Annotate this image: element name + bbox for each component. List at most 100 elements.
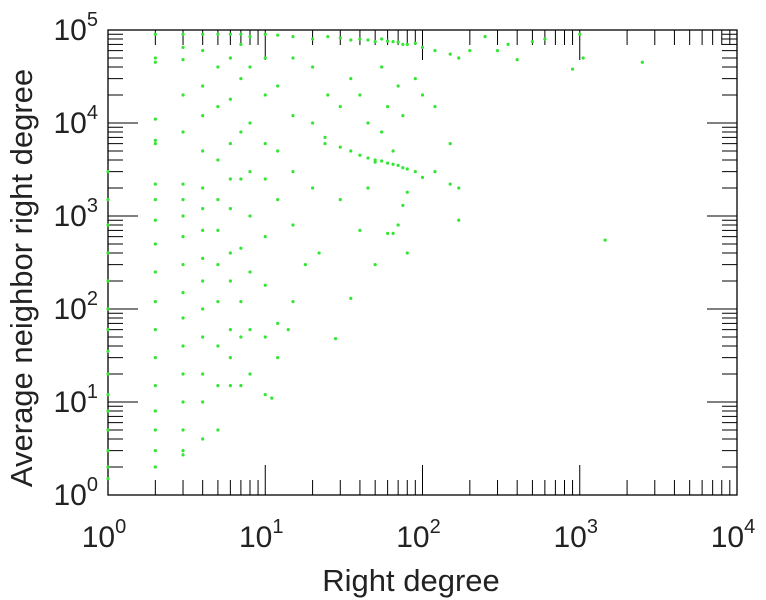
data-point [263, 393, 267, 397]
data-point [457, 218, 461, 222]
data-point [153, 409, 157, 413]
data-point [153, 142, 157, 146]
data-point [153, 465, 157, 469]
data-point [380, 159, 384, 163]
data-point [286, 328, 290, 332]
data-point [201, 49, 205, 53]
data-point [310, 65, 315, 69]
data-point [201, 437, 205, 441]
data-point [239, 32, 243, 36]
data-point [291, 56, 295, 60]
data-point [578, 32, 582, 36]
data-point [228, 328, 232, 332]
data-point [201, 279, 205, 283]
data-point [106, 223, 110, 227]
data-point [405, 251, 409, 255]
data-point [181, 32, 185, 36]
data-point [506, 42, 510, 47]
data-point [483, 34, 487, 39]
data-point [153, 449, 157, 453]
data-point [468, 49, 472, 53]
y-tick-label: 104 [54, 102, 99, 140]
data-point [366, 38, 370, 42]
major-ticks [107, 29, 738, 496]
data-point [405, 190, 409, 194]
x-tick-label: 104 [711, 516, 756, 554]
data-point [358, 37, 362, 41]
data-point [420, 175, 425, 180]
data-point [433, 105, 437, 109]
data-point [201, 149, 205, 153]
x-tick-labels: 100 101 102 103 104 [82, 516, 756, 554]
data-point [326, 34, 330, 39]
minor-ticks [108, 30, 737, 495]
data-point [543, 37, 547, 41]
data-point [181, 344, 185, 348]
data-point [263, 283, 267, 287]
data-point [201, 114, 205, 118]
data-point [106, 307, 110, 311]
data-point [153, 182, 157, 186]
data-point [276, 84, 280, 88]
data-point [391, 162, 395, 166]
data-point [216, 344, 220, 348]
data-point [201, 186, 205, 190]
data-point [358, 228, 362, 233]
data-point [326, 93, 330, 97]
data-point [228, 56, 232, 60]
y-tick-label: 101 [54, 381, 99, 419]
data-point [181, 130, 185, 134]
data-point [181, 291, 185, 295]
data-point [106, 170, 110, 174]
data-point [263, 56, 267, 60]
data-point [366, 156, 370, 160]
data-point [106, 349, 110, 354]
data-point [263, 32, 267, 36]
data-point [248, 65, 252, 69]
data-point [201, 32, 205, 36]
data-point [270, 396, 274, 400]
data-point [228, 32, 232, 36]
plot-frame [107, 29, 738, 496]
data-point [228, 177, 232, 181]
data-point [201, 372, 205, 376]
data-point [216, 32, 220, 36]
data-point [181, 372, 185, 376]
data-point [106, 198, 110, 202]
data-point [216, 105, 220, 109]
data-point [248, 34, 252, 39]
x-tick-label: 102 [396, 516, 441, 554]
data-point [276, 33, 280, 37]
data-point [276, 149, 280, 153]
data-point [373, 263, 377, 267]
data-point [181, 449, 185, 453]
y-tick-labels: 100 101 102 103 104 105 [54, 9, 99, 512]
data-point [216, 65, 220, 69]
data-point [181, 214, 185, 218]
data-point [448, 142, 452, 146]
data-point [201, 335, 205, 339]
data-point [228, 142, 232, 146]
data-point [276, 356, 280, 360]
data-point [201, 228, 205, 233]
data-point [317, 251, 321, 255]
data-point [228, 384, 232, 388]
data-point [106, 477, 110, 481]
data-point [216, 428, 220, 432]
data-point [413, 170, 417, 174]
data-point [153, 270, 157, 274]
data-point [386, 39, 390, 43]
data-point [181, 58, 185, 62]
data-point [457, 186, 461, 190]
data-point [201, 307, 205, 311]
y-axis-title: Average neighbor right degree [4, 69, 39, 487]
data-point [106, 251, 110, 255]
data-point [248, 170, 252, 174]
data-point [153, 218, 157, 222]
data-point [448, 52, 452, 56]
data-point [291, 223, 295, 227]
data-point [433, 49, 437, 53]
data-point [201, 400, 205, 404]
data-point [239, 177, 243, 181]
data-point [515, 58, 519, 62]
